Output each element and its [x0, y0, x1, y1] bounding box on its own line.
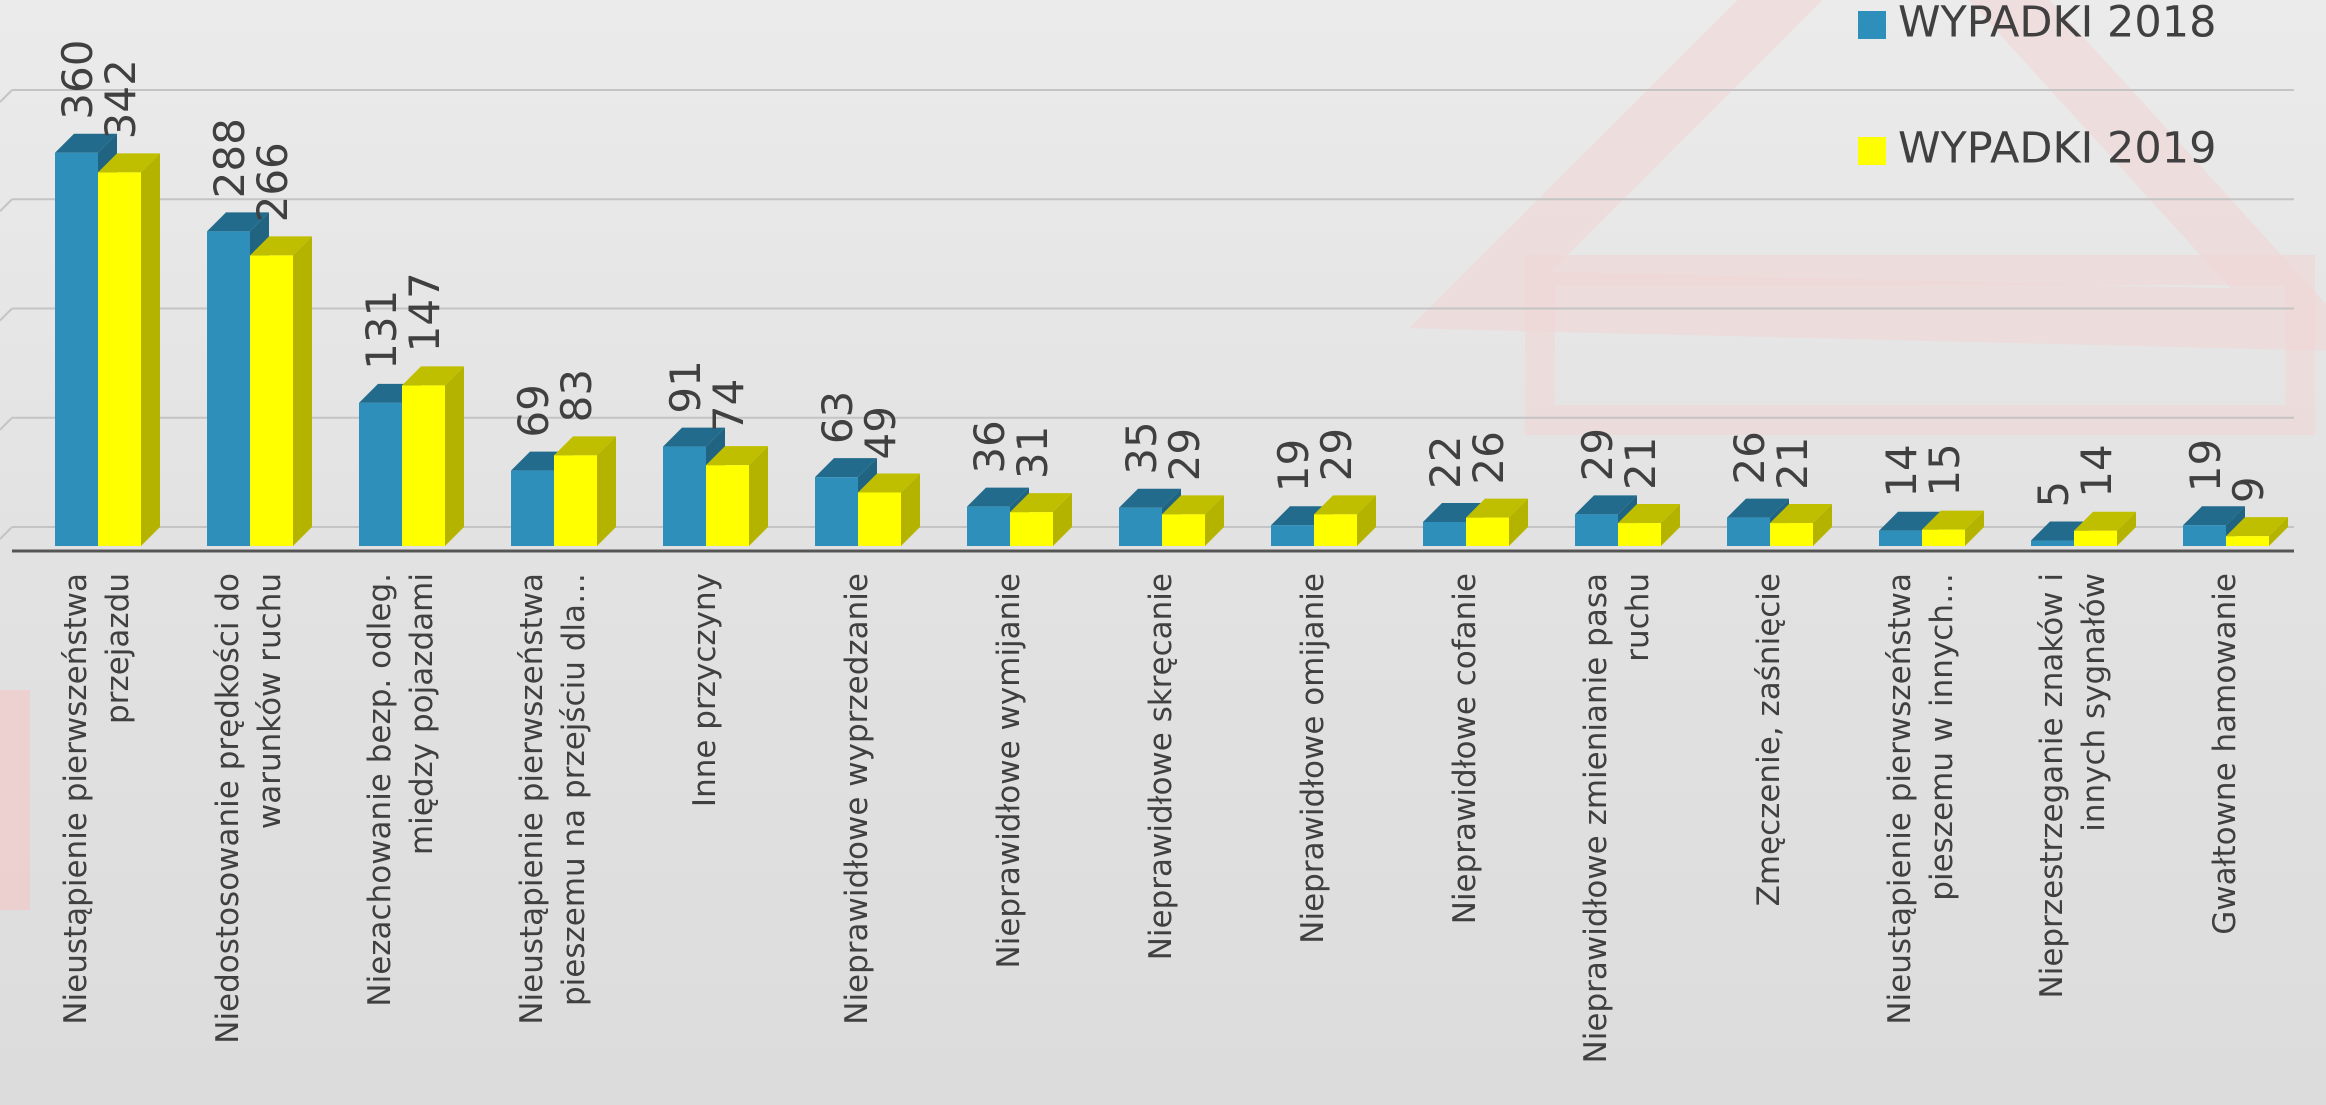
value-label: 36 — [965, 420, 1014, 473]
bar-side — [445, 366, 464, 546]
legend-swatch — [1858, 11, 1886, 39]
bar — [1922, 530, 1965, 546]
chart: 360342Nieustąpienie pierwszeństwaprzejaz… — [0, 0, 2326, 1105]
bar — [663, 447, 706, 546]
value-label: 360 — [53, 40, 102, 120]
value-label: 21 — [1768, 437, 1817, 490]
x-tick-label: Inne przyczyny — [687, 573, 723, 807]
x-tick-label: Zmęczenie, zaśnięcie — [1751, 573, 1787, 906]
bar — [2183, 525, 2226, 546]
value-label: 29 — [1160, 428, 1209, 481]
value-label: 5 — [2029, 481, 2078, 508]
bar — [2031, 541, 2074, 546]
x-tick-label: Gwałtowne hamowanie — [2207, 573, 2243, 935]
bar — [1423, 522, 1466, 546]
bar-side — [141, 153, 160, 546]
value-label: 31 — [1008, 426, 1057, 479]
value-label: 22 — [1421, 436, 1470, 489]
bar — [858, 492, 901, 546]
bar — [98, 172, 141, 546]
bar — [1618, 523, 1661, 546]
bar — [402, 385, 445, 546]
bar — [1314, 514, 1357, 546]
legend-label: WYPADKI 2019 — [1898, 124, 2216, 174]
x-tick-label: Nieprawidłowe skręcanie — [1143, 573, 1179, 960]
bar — [1575, 514, 1618, 546]
value-label: 14 — [2072, 444, 2121, 497]
legend-label: WYPADKI 2018 — [1898, 0, 2216, 48]
bar — [2074, 531, 2117, 546]
value-label: 131 — [357, 290, 406, 370]
bar — [359, 403, 402, 546]
x-tick-label: Nieprawidłowe cofanie — [1447, 573, 1483, 924]
value-label: 29 — [1312, 428, 1361, 481]
bar — [1727, 518, 1770, 546]
value-label: 69 — [509, 384, 558, 437]
value-label: 266 — [248, 142, 297, 222]
value-label: 288 — [205, 118, 254, 198]
x-tick-label: Nieprawidłowe wyprzedzanie — [839, 573, 875, 1025]
bar — [1010, 512, 1053, 546]
bar — [250, 255, 293, 546]
value-label: 19 — [1269, 439, 1318, 492]
value-label: 83 — [552, 369, 601, 422]
value-label: 14 — [1877, 444, 1926, 497]
legend-swatch — [1858, 137, 1886, 165]
value-label: 26 — [1464, 431, 1513, 484]
bar — [815, 477, 858, 546]
value-label: 9 — [2224, 476, 2273, 503]
bar — [2226, 536, 2269, 546]
value-label: 147 — [400, 272, 449, 352]
bar — [967, 507, 1010, 546]
value-label: 342 — [96, 59, 145, 139]
bar — [554, 455, 597, 546]
bar — [706, 465, 749, 546]
bar — [1119, 508, 1162, 546]
value-label: 63 — [813, 391, 862, 444]
bar — [511, 471, 554, 546]
bar — [1466, 518, 1509, 546]
value-label: 15 — [1920, 443, 1969, 496]
x-tick-label: Nieprawidłowe omijanie — [1295, 573, 1331, 944]
value-label: 19 — [2181, 439, 2230, 492]
bar — [1162, 514, 1205, 546]
bar — [207, 231, 250, 546]
bar-side — [597, 436, 616, 546]
value-label: 91 — [661, 360, 710, 413]
bar — [1271, 525, 1314, 546]
value-label: 26 — [1725, 431, 1774, 484]
bar — [1770, 523, 1813, 546]
value-label: 29 — [1573, 428, 1622, 481]
value-label: 74 — [704, 379, 753, 432]
value-label: 49 — [856, 406, 905, 459]
bar — [1879, 531, 1922, 546]
background-cone — [0, 690, 30, 910]
value-label: 35 — [1117, 421, 1166, 474]
page: 360342Nieustąpienie pierwszeństwaprzejaz… — [0, 0, 2326, 1105]
x-tick-label: Nieprawidłowe wymijanie — [991, 573, 1027, 968]
bar-side — [293, 236, 312, 546]
value-label: 21 — [1616, 437, 1665, 490]
bar — [55, 153, 98, 546]
